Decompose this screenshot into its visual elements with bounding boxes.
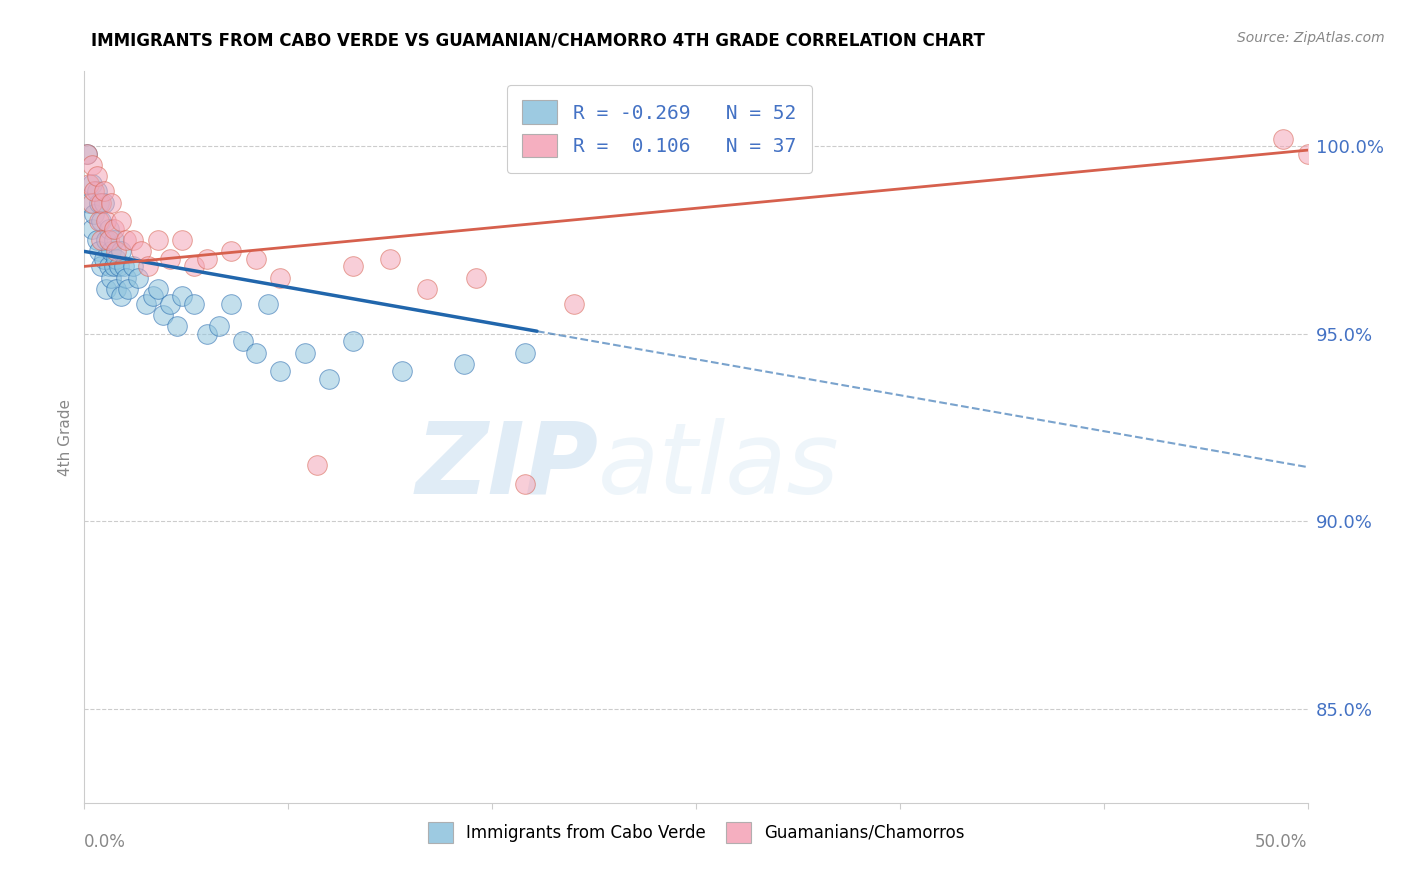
Point [100, 270, 122, 285]
Point [219, 244, 242, 259]
Point [93, 185, 115, 199]
Point [96, 233, 118, 247]
Point [103, 222, 125, 236]
Text: IMMIGRANTS FROM CABO VERDE VS GUAMANIAN/CHAMORRO 4TH GRADE CORRELATION CHART: IMMIGRANTS FROM CABO VERDE VS GUAMANIAN/… [91, 31, 986, 49]
Point [159, 297, 181, 311]
Point [513, 345, 536, 359]
Point [135, 297, 157, 311]
Point [122, 260, 145, 274]
Point [208, 319, 231, 334]
Point [136, 260, 159, 274]
Point [103, 233, 125, 247]
Point [562, 297, 585, 311]
Point [86, 169, 108, 184]
Point [129, 244, 152, 259]
Point [122, 233, 145, 247]
Point [86, 185, 108, 199]
Point [93, 252, 115, 266]
Point [195, 326, 218, 341]
Point [146, 282, 169, 296]
Point [90, 260, 112, 274]
Text: Source: ZipAtlas.com: Source: ZipAtlas.com [1237, 31, 1385, 45]
Y-axis label: 4th Grade: 4th Grade [58, 399, 73, 475]
Point [416, 282, 439, 296]
Text: ZIP: ZIP [415, 417, 598, 515]
Point [183, 297, 205, 311]
Point [100, 244, 122, 259]
Point [77, 195, 100, 210]
Point [219, 297, 242, 311]
Point [110, 244, 132, 259]
Point [80, 222, 103, 236]
Point [294, 345, 316, 359]
Point [83, 207, 105, 221]
Point [110, 214, 132, 228]
Point [305, 458, 328, 473]
Point [269, 364, 291, 378]
Point [90, 195, 112, 210]
Point [183, 260, 205, 274]
Point [117, 282, 139, 296]
Point [105, 244, 128, 259]
Text: 50.0%: 50.0% [1256, 833, 1308, 851]
Point [127, 270, 149, 285]
Point [100, 195, 122, 210]
Point [1272, 132, 1295, 146]
Point [115, 233, 138, 247]
Point [513, 477, 536, 491]
Point [232, 334, 254, 349]
Point [110, 289, 132, 303]
Point [105, 282, 128, 296]
Point [107, 260, 129, 274]
Point [342, 260, 364, 274]
Point [96, 214, 118, 228]
Point [146, 233, 169, 247]
Point [172, 233, 194, 247]
Point [166, 319, 188, 334]
Point [77, 177, 100, 191]
Point [93, 195, 115, 210]
Point [96, 282, 118, 296]
Legend: Immigrants from Cabo Verde, Guamanians/Chamorros: Immigrants from Cabo Verde, Guamanians/C… [420, 815, 972, 849]
Text: 0.0%: 0.0% [84, 833, 127, 851]
Point [105, 252, 128, 266]
Point [391, 364, 413, 378]
Point [90, 233, 112, 247]
Point [342, 334, 364, 349]
Point [172, 289, 194, 303]
Point [86, 233, 108, 247]
Point [257, 297, 280, 311]
Point [195, 252, 218, 266]
Point [318, 372, 340, 386]
Point [97, 222, 120, 236]
Point [80, 177, 103, 191]
Point [80, 158, 103, 172]
Text: atlas: atlas [598, 417, 839, 515]
Point [1296, 147, 1319, 161]
Point [83, 185, 105, 199]
Point [245, 345, 267, 359]
Point [159, 252, 181, 266]
Point [380, 252, 402, 266]
Point [87, 244, 110, 259]
Point [103, 260, 125, 274]
Point [112, 260, 135, 274]
Point [142, 289, 165, 303]
Point [80, 195, 103, 210]
Point [76, 147, 98, 161]
Point [245, 252, 267, 266]
Point [90, 214, 112, 228]
Point [87, 214, 110, 228]
Point [97, 233, 120, 247]
Point [76, 147, 98, 161]
Point [87, 195, 110, 210]
Point [115, 270, 138, 285]
Point [97, 260, 120, 274]
Point [464, 270, 486, 285]
Point [152, 308, 174, 322]
Point [269, 270, 291, 285]
Point [453, 357, 475, 371]
